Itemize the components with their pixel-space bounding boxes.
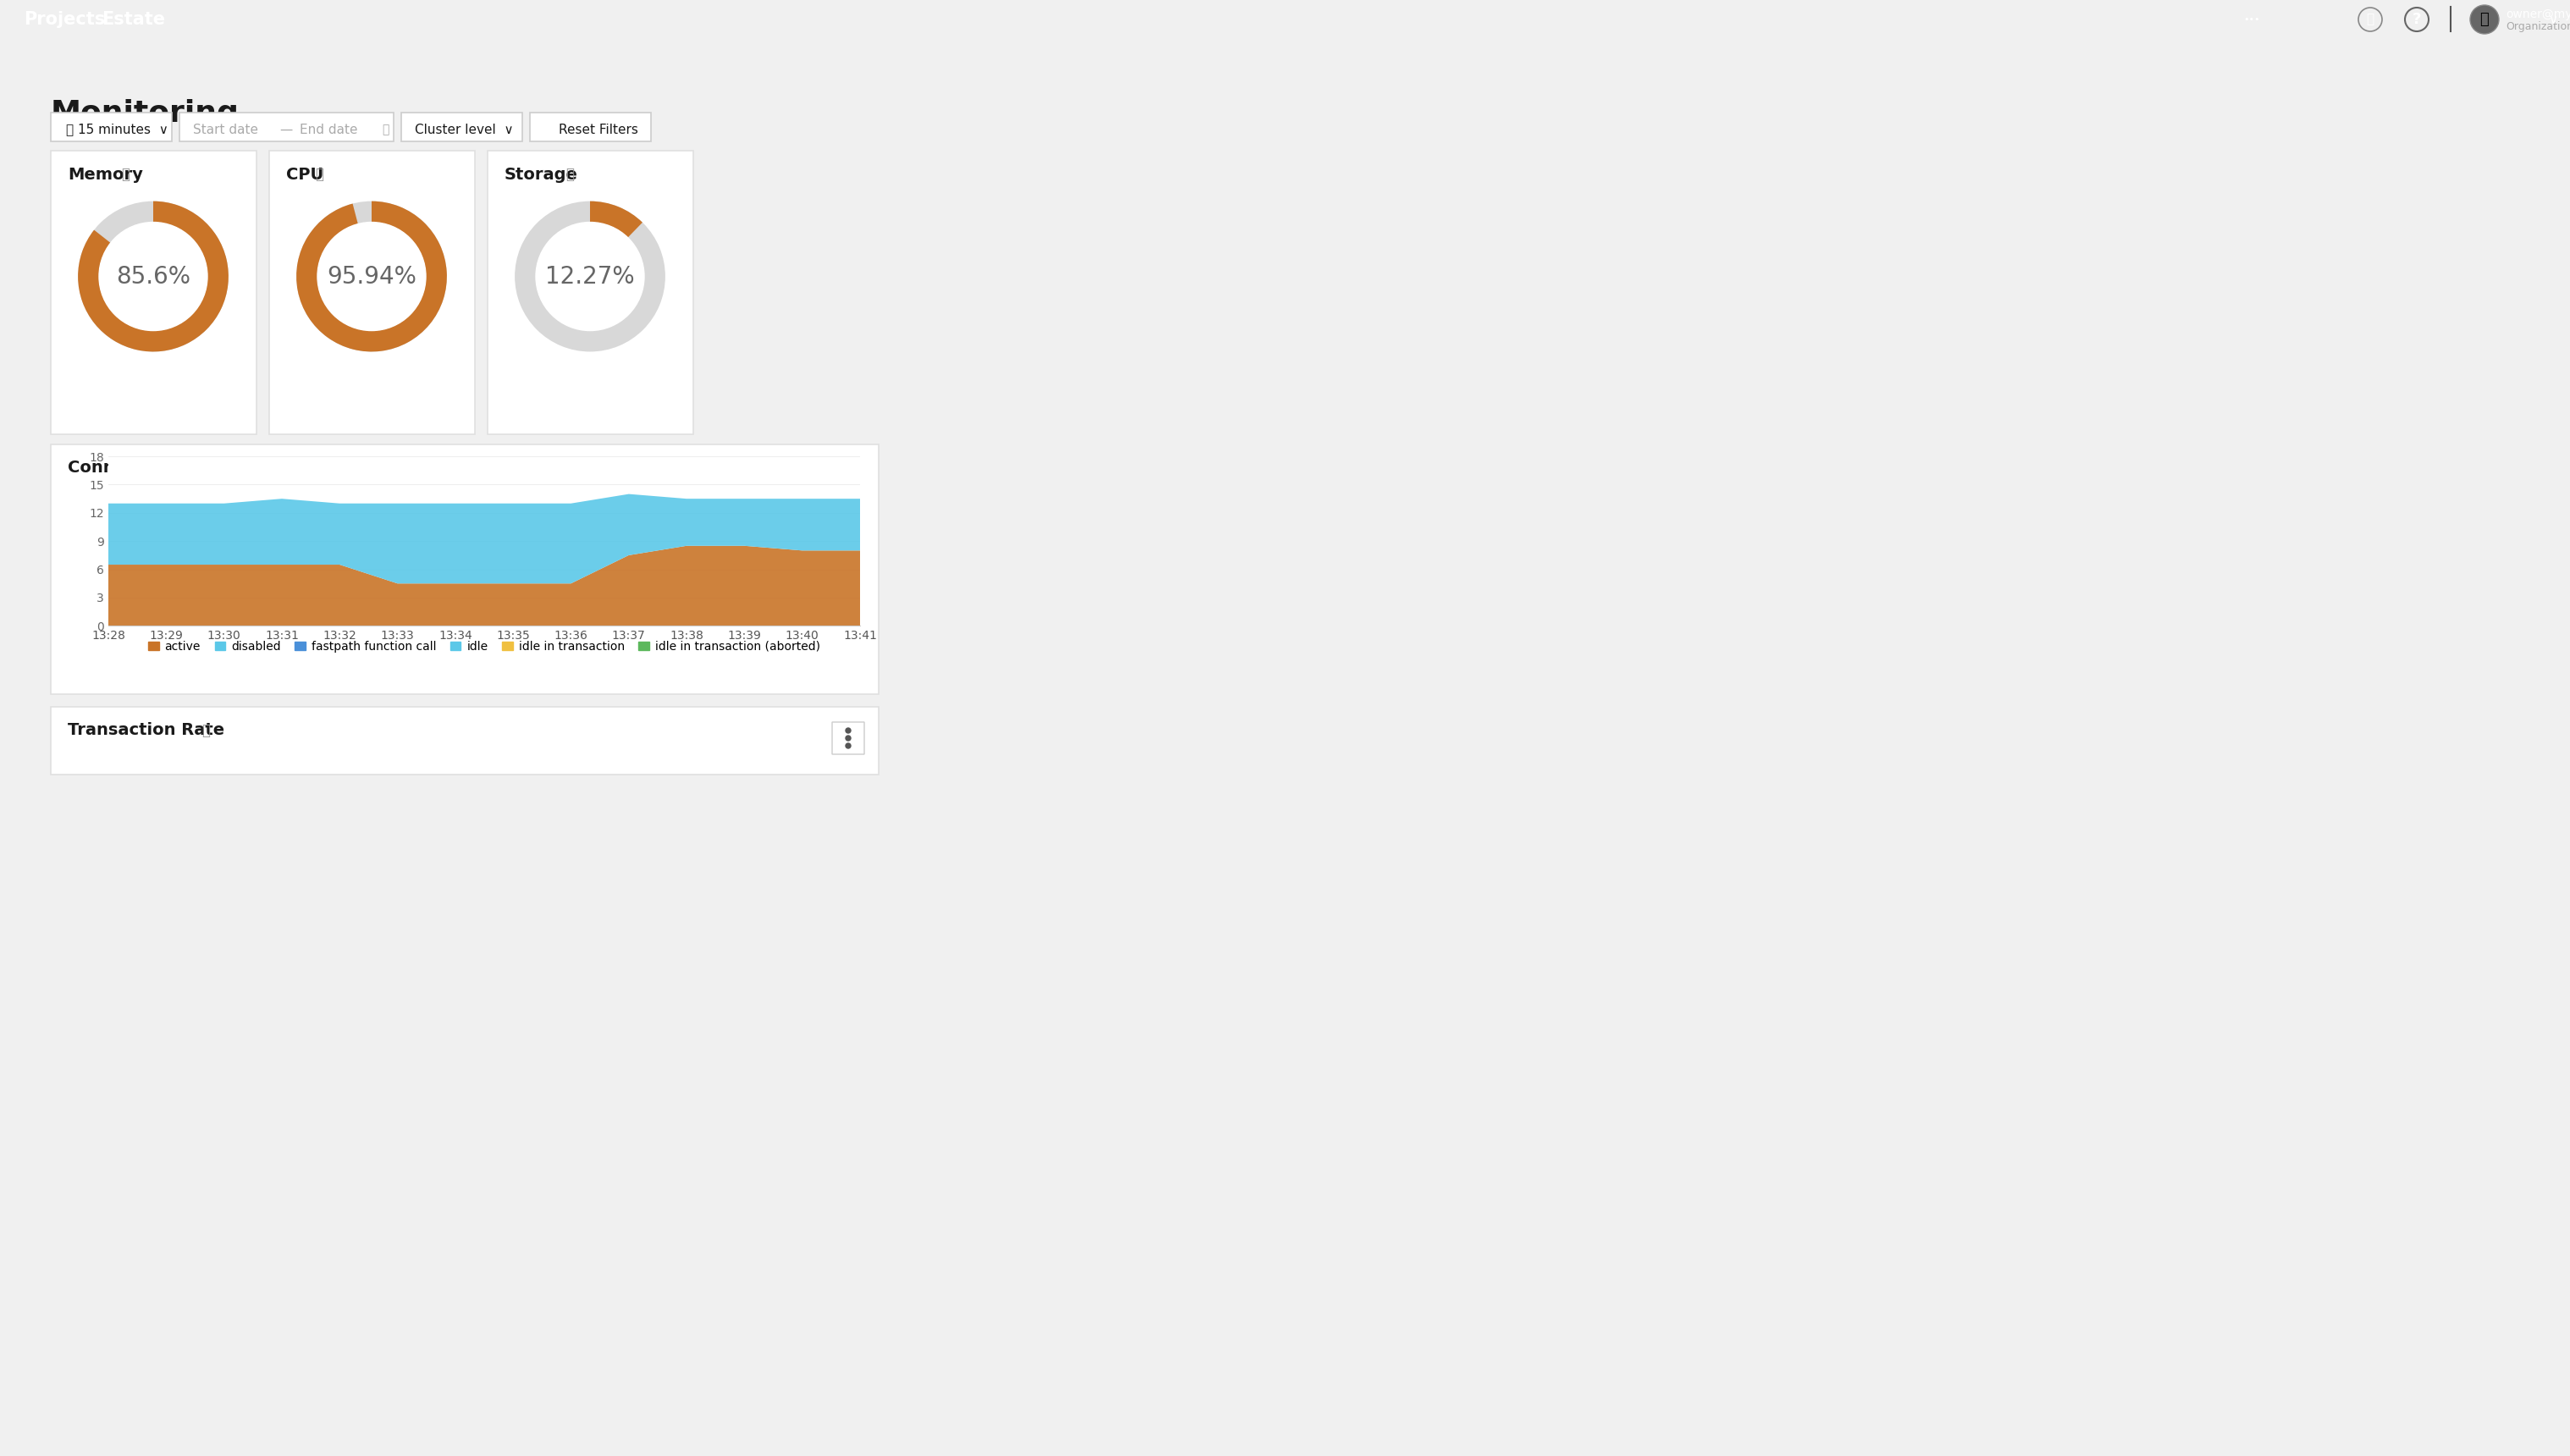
Wedge shape xyxy=(77,201,229,352)
FancyBboxPatch shape xyxy=(488,150,694,434)
Text: Storage: Storage xyxy=(504,166,578,182)
Legend: active, disabled, fastpath function call, idle, idle in transaction, idle in tra: active, disabled, fastpath function call… xyxy=(144,636,825,657)
Text: •••: ••• xyxy=(2244,15,2259,23)
Text: 12.27%: 12.27% xyxy=(545,265,635,288)
Wedge shape xyxy=(296,201,447,352)
Text: Memory: Memory xyxy=(67,166,144,182)
Circle shape xyxy=(535,223,645,331)
Text: End date: End date xyxy=(301,124,357,135)
Text: ⓘ: ⓘ xyxy=(200,724,211,738)
Circle shape xyxy=(100,223,208,331)
FancyBboxPatch shape xyxy=(270,150,475,434)
Text: CPU: CPU xyxy=(285,166,324,182)
Text: 🔔: 🔔 xyxy=(2367,13,2375,26)
Wedge shape xyxy=(296,201,447,352)
Circle shape xyxy=(2470,4,2498,33)
FancyBboxPatch shape xyxy=(833,722,864,754)
Text: ⏱ 15 minutes  ∨: ⏱ 15 minutes ∨ xyxy=(67,124,170,135)
Text: ⓘ: ⓘ xyxy=(162,460,170,476)
Text: 👤: 👤 xyxy=(2480,12,2490,28)
Text: Organization-0: Organization-0 xyxy=(2506,20,2570,32)
Wedge shape xyxy=(514,201,666,352)
FancyBboxPatch shape xyxy=(180,112,393,141)
Text: ⓘ: ⓘ xyxy=(565,167,573,182)
Text: 95.94%: 95.94% xyxy=(326,265,416,288)
Text: ?: ? xyxy=(2413,12,2421,28)
Text: Connections: Connections xyxy=(67,460,182,476)
FancyBboxPatch shape xyxy=(529,112,650,141)
Text: Estate: Estate xyxy=(103,12,164,28)
Text: ∨: ∨ xyxy=(2547,13,2557,26)
Text: Monitoring: Monitoring xyxy=(51,99,239,128)
Text: 85.6%: 85.6% xyxy=(116,265,190,288)
FancyBboxPatch shape xyxy=(401,112,522,141)
Circle shape xyxy=(846,728,851,732)
Text: Reset Filters: Reset Filters xyxy=(558,124,637,135)
Text: owner@mycompany.com: owner@mycompany.com xyxy=(2506,9,2570,20)
Text: —: — xyxy=(280,124,293,135)
FancyBboxPatch shape xyxy=(51,112,172,141)
FancyBboxPatch shape xyxy=(51,150,257,434)
Text: ⓘ: ⓘ xyxy=(316,167,324,182)
Text: Cluster level  ∨: Cluster level ∨ xyxy=(414,124,514,135)
Text: 📅: 📅 xyxy=(383,124,388,135)
Circle shape xyxy=(319,223,427,331)
Circle shape xyxy=(846,735,851,741)
FancyBboxPatch shape xyxy=(51,706,879,775)
Text: Transaction Rate: Transaction Rate xyxy=(67,722,224,738)
Text: Projects: Projects xyxy=(23,12,105,28)
Text: Start date: Start date xyxy=(193,124,257,135)
Circle shape xyxy=(846,743,851,748)
FancyBboxPatch shape xyxy=(51,444,879,695)
Text: ⓘ: ⓘ xyxy=(121,167,129,182)
Wedge shape xyxy=(77,201,229,352)
Wedge shape xyxy=(591,201,642,237)
